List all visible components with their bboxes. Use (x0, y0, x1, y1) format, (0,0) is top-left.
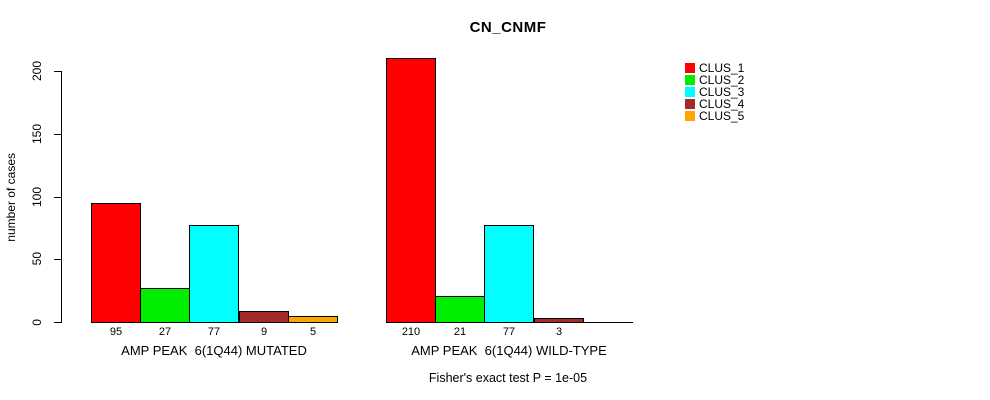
legend-item: CLUS_5 (685, 110, 744, 122)
bar (189, 225, 239, 323)
y-tick-label-text: 200 (30, 60, 44, 82)
legend-label: CLUS_5 (699, 109, 745, 123)
bar (288, 316, 338, 323)
y-tick-mark (54, 71, 61, 72)
y-tick-label: 100 (28, 172, 46, 222)
y-tick-mark (54, 322, 61, 323)
legend-color-swatch-icon (685, 111, 695, 121)
bar-value-label: 21 (453, 326, 467, 338)
y-axis-title-text: number of cases (4, 152, 18, 242)
legend-label: CLUS_4 (699, 97, 745, 111)
legend-label: CLUS_3 (699, 85, 745, 99)
chart-title: CN_CNMF (469, 19, 547, 36)
y-tick-label-text: 0 (30, 318, 44, 326)
legend-label: CLUS_1 (699, 61, 745, 75)
legend-label: CLUS_2 (699, 73, 745, 87)
bar-value-label: 9 (260, 326, 268, 338)
legend-item: CLUS_3 (685, 86, 744, 98)
legend-item: CLUS_2 (685, 74, 744, 86)
legend-color-swatch-icon (685, 75, 695, 85)
x-axis-group-label: AMP PEAK 6(1Q44) WILD-TYPE (411, 343, 607, 358)
legend-item: CLUS_4 (685, 98, 744, 110)
bar (534, 318, 584, 323)
bar-zero-baseline (583, 322, 633, 323)
bar (91, 203, 141, 323)
legend: CLUS_1 CLUS_2 CLUS_3 CLUS_4 CLUS_5 (685, 62, 744, 122)
bar (435, 296, 485, 323)
legend-color-swatch-icon (685, 87, 695, 97)
y-tick-label-text: 50 (30, 252, 44, 266)
y-tick-mark (54, 134, 61, 135)
x-axis-group-label: AMP PEAK 6(1Q44) MUTATED (121, 343, 307, 358)
bar (386, 58, 436, 323)
stat-annotation: Fisher's exact test P = 1e-05 (428, 371, 588, 385)
y-tick-label-text: 150 (30, 123, 44, 145)
legend-color-swatch-icon (685, 63, 695, 73)
y-tick-label: 200 (28, 46, 46, 96)
bar (484, 225, 534, 323)
y-tick-mark (54, 197, 61, 198)
bar-value-label: 3 (555, 326, 563, 338)
bar-value-label: 77 (502, 326, 516, 338)
y-tick-mark (54, 259, 61, 260)
bar-value-label: 5 (309, 326, 317, 338)
y-tick-label-text: 100 (30, 186, 44, 208)
legend-color-swatch-icon (685, 99, 695, 109)
y-tick-label: 50 (28, 234, 46, 284)
bar-value-label: 27 (158, 326, 172, 338)
legend-item: CLUS_1 (685, 62, 744, 74)
bar-value-label: 77 (207, 326, 221, 338)
y-axis-title: number of cases (2, 137, 20, 257)
y-tick-label: 0 (28, 297, 46, 347)
bar-value-label: 95 (109, 326, 123, 338)
bar-value-label: 210 (401, 326, 421, 338)
y-tick-label: 150 (28, 109, 46, 159)
bar (140, 288, 190, 323)
y-axis-line (61, 71, 62, 323)
bar (239, 311, 289, 323)
